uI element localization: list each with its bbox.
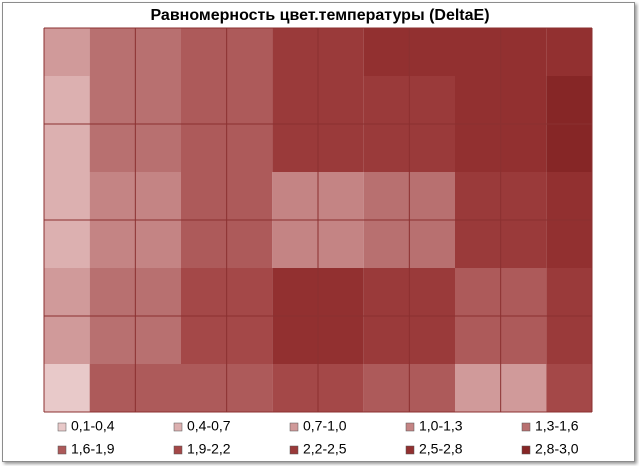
legend-swatch xyxy=(289,422,299,432)
legend-label: 1,0-1,3 xyxy=(419,418,463,434)
legend-swatch xyxy=(57,445,67,455)
legend-swatch xyxy=(173,422,183,432)
legend-swatch xyxy=(57,422,67,432)
legend-label: 1,3-1,6 xyxy=(535,418,579,434)
legend-label: 0,7-1,0 xyxy=(303,418,347,434)
legend-swatch xyxy=(289,445,299,455)
legend-swatch xyxy=(405,422,415,432)
legend-label: 1,6-1,9 xyxy=(71,441,115,457)
legend-swatch xyxy=(521,445,531,455)
chart-title: Равномерность цвет.температуры (DeltaE) xyxy=(150,7,489,24)
legend-swatch xyxy=(173,445,183,455)
legend-label: 0,4-0,7 xyxy=(187,418,231,434)
legend-label: 2,2-2,5 xyxy=(303,441,347,457)
contour-cell xyxy=(546,28,592,76)
legend-label: 2,5-2,8 xyxy=(419,441,463,457)
legend-swatch xyxy=(521,422,531,432)
legend-label: 0,1-0,4 xyxy=(71,418,115,434)
contour-cell xyxy=(44,364,90,412)
contour-cell xyxy=(546,364,592,412)
legend-swatch xyxy=(405,445,415,455)
legend-label: 1,9-2,2 xyxy=(187,441,231,457)
contour-cell xyxy=(44,28,90,76)
legend-label: 2,8-3,0 xyxy=(535,441,579,457)
